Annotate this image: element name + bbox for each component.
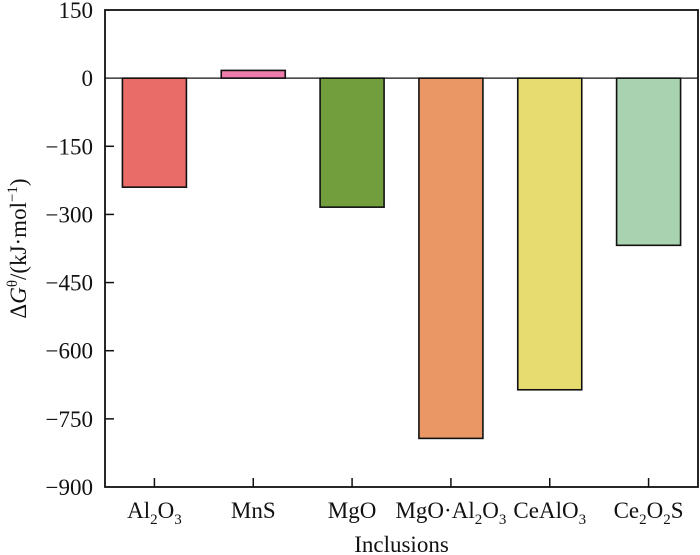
y-axis-title-exponent: −1 — [5, 186, 21, 202]
y-axis-ticks: 150 0 −150 −300 −450 −600 −750 −900 — [46, 0, 114, 500]
y-tick-label: 150 — [59, 0, 94, 23]
y-axis-title-unit: /(kJ·mol — [6, 202, 31, 280]
bar-mns — [220, 69, 287, 79]
y-tick-label: −600 — [46, 339, 93, 364]
x-axis-title: Inclusions — [354, 532, 449, 555]
y-tick-label: −150 — [46, 134, 93, 159]
y-axis-title: ΔGθ/(kJ·mol−1) — [5, 178, 31, 318]
x-axis-ticks: Al2​O3​ MnS MgO MgO·Al2​O3​CeAlO3​ Ce2​O2​S — [127, 478, 684, 528]
x-tick-label: MnS — [231, 498, 276, 523]
plot-frame — [104, 9, 699, 488]
y-tick-label: 0 — [82, 66, 94, 91]
y-axis-title-theta: θ — [5, 280, 21, 287]
y-axis-title-delta: Δ — [6, 304, 31, 319]
bars-group — [121, 69, 682, 440]
bar-cealo3 — [516, 77, 583, 391]
x-tick-label: Ce2​O2​S — [614, 498, 684, 528]
bar-mgoal2o3 — [418, 77, 484, 440]
y-tick-label: −450 — [46, 271, 93, 296]
x-tick-label: CeAlO3​ — [513, 498, 586, 528]
y-tick-label: −900 — [46, 475, 93, 500]
x-tick-label: MgO — [328, 498, 377, 523]
y-tick-label: −750 — [46, 407, 93, 432]
x-tick-label: MgO·Al2​O3​ — [395, 498, 506, 528]
bar-ce2o2s — [615, 77, 682, 247]
x-tick-label: Al2​O3​ — [127, 498, 182, 528]
y-axis-title-close: ) — [6, 178, 31, 186]
y-tick-label: −300 — [46, 202, 93, 227]
bar-mgo — [319, 77, 385, 208]
y-axis-title-g: G — [6, 287, 31, 304]
bar-al2o3 — [121, 77, 188, 188]
